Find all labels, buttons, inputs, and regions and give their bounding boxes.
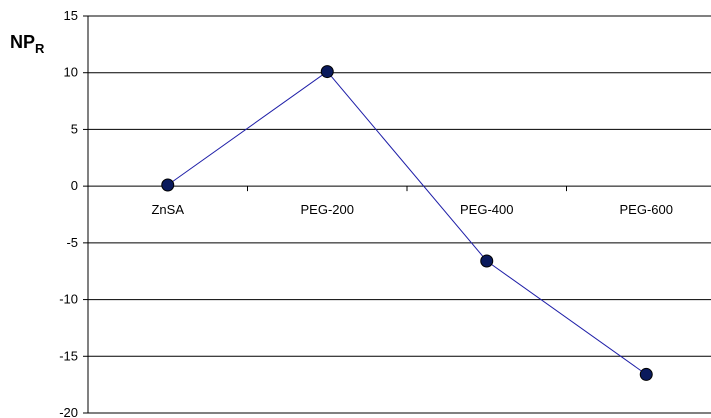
y-tick-label: 0 xyxy=(71,178,78,193)
x-category-label: PEG-400 xyxy=(460,202,513,217)
x-category-label: PEG-600 xyxy=(620,202,673,217)
data-point xyxy=(639,367,653,381)
y-tick-label: -10 xyxy=(59,292,78,307)
y-tick-label: 10 xyxy=(64,65,78,80)
y-tick-label: 5 xyxy=(71,121,78,136)
x-category-labels: ZnSA PEG-200 PEG-400 PEG-600 xyxy=(151,202,673,217)
gridlines xyxy=(88,15,711,414)
x-category-label: ZnSA xyxy=(151,202,184,217)
data-point xyxy=(161,178,175,192)
y-tick-label: -15 xyxy=(59,348,78,363)
x-category-label: PEG-200 xyxy=(301,202,354,217)
y-axis-label: NPR xyxy=(10,32,45,56)
series-line xyxy=(167,70,647,375)
y-tick-label: -5 xyxy=(66,235,78,250)
y-tick-labels: 15 10 5 0 -5 -10 -15 -20 xyxy=(59,8,78,418)
data-point xyxy=(480,254,494,268)
y-tick-label: 15 xyxy=(64,8,78,23)
y-tick-label: -20 xyxy=(59,405,78,418)
data-point xyxy=(320,65,334,79)
series xyxy=(161,65,653,381)
axes xyxy=(83,15,711,414)
